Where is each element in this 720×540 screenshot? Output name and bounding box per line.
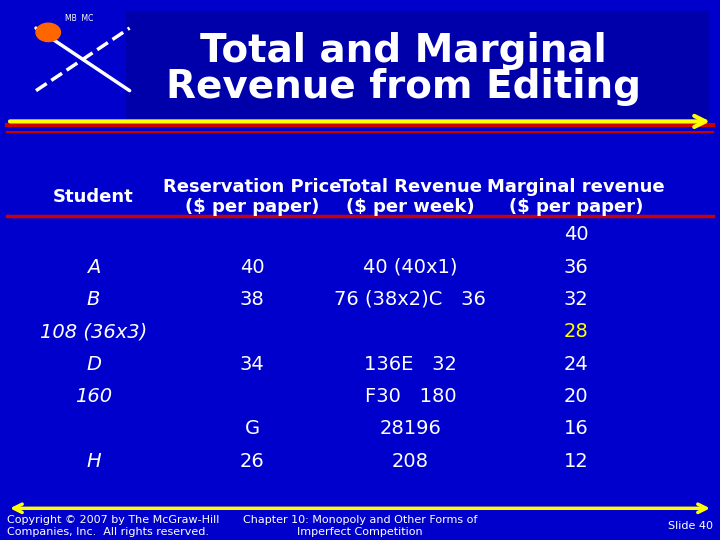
Text: 38: 38 (240, 290, 264, 309)
Text: 40 (40x1): 40 (40x1) (363, 258, 458, 276)
Text: 20: 20 (564, 387, 588, 406)
Text: Copyright © 2007 by The McGraw-Hill
Companies, Inc.  All rights reserved.: Copyright © 2007 by The McGraw-Hill Comp… (7, 515, 220, 537)
Text: 24: 24 (564, 355, 588, 374)
Text: B: B (87, 290, 100, 309)
Text: D: D (86, 355, 101, 374)
Text: 136E   32: 136E 32 (364, 355, 456, 374)
Text: Student: Student (53, 188, 134, 206)
Circle shape (36, 23, 60, 42)
Text: 28: 28 (564, 322, 588, 341)
Text: 76 (38x2)C   36: 76 (38x2)C 36 (335, 290, 486, 309)
Text: 34: 34 (240, 355, 264, 374)
Text: Revenue from Editing: Revenue from Editing (166, 69, 641, 106)
Text: Slide 40: Slide 40 (668, 521, 713, 531)
Text: Marginal revenue
($ per paper): Marginal revenue ($ per paper) (487, 178, 665, 217)
Text: 40: 40 (564, 225, 588, 244)
Text: A: A (87, 258, 100, 276)
Text: 16: 16 (564, 420, 588, 438)
Text: 26: 26 (240, 452, 264, 471)
Text: 208: 208 (392, 452, 429, 471)
FancyBboxPatch shape (126, 11, 709, 119)
Text: G: G (244, 420, 260, 438)
Text: 12: 12 (564, 452, 588, 471)
Text: H: H (86, 452, 101, 471)
Text: 28196: 28196 (379, 420, 441, 438)
Text: 108 (36x3): 108 (36x3) (40, 322, 147, 341)
Text: MB  MC: MB MC (65, 15, 94, 23)
Text: 40: 40 (240, 258, 264, 276)
Text: Total and Marginal: Total and Marginal (200, 32, 606, 70)
Text: 32: 32 (564, 290, 588, 309)
Text: Reservation Price
($ per paper): Reservation Price ($ per paper) (163, 178, 341, 217)
Text: 36: 36 (564, 258, 588, 276)
Text: Chapter 10: Monopoly and Other Forms of
Imperfect Competition: Chapter 10: Monopoly and Other Forms of … (243, 515, 477, 537)
Text: 160: 160 (75, 387, 112, 406)
Text: F30   180: F30 180 (364, 387, 456, 406)
Text: Total Revenue
($ per week): Total Revenue ($ per week) (339, 178, 482, 217)
